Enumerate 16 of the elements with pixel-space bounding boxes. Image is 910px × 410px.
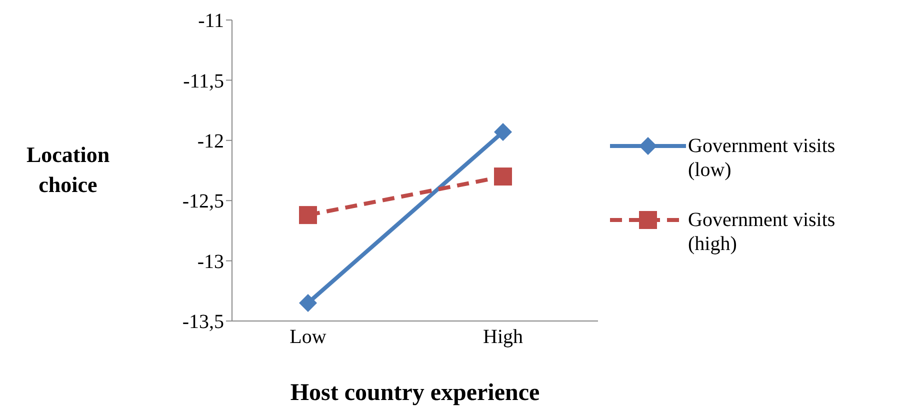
x-tick-label: High xyxy=(483,326,523,348)
y-tick-label: -11,5 xyxy=(183,70,224,92)
y-tick-label: -13,5 xyxy=(182,311,224,334)
y-tick-label: -11 xyxy=(198,10,224,32)
x-axis-title: Host country experience xyxy=(290,380,540,406)
y-tick-label: -13 xyxy=(197,250,224,273)
y-axis-title: Location choice xyxy=(25,141,111,199)
point xyxy=(494,168,512,186)
x-tick-label: Low xyxy=(290,326,327,348)
legend-label: Government visits (low) xyxy=(688,134,836,182)
y-tick-label: -12,5 xyxy=(182,190,224,213)
point xyxy=(299,206,317,224)
point xyxy=(494,122,512,141)
y-tick-label: -12 xyxy=(197,130,224,152)
legend-label: Government visits (high) xyxy=(688,208,836,256)
point xyxy=(299,294,317,312)
